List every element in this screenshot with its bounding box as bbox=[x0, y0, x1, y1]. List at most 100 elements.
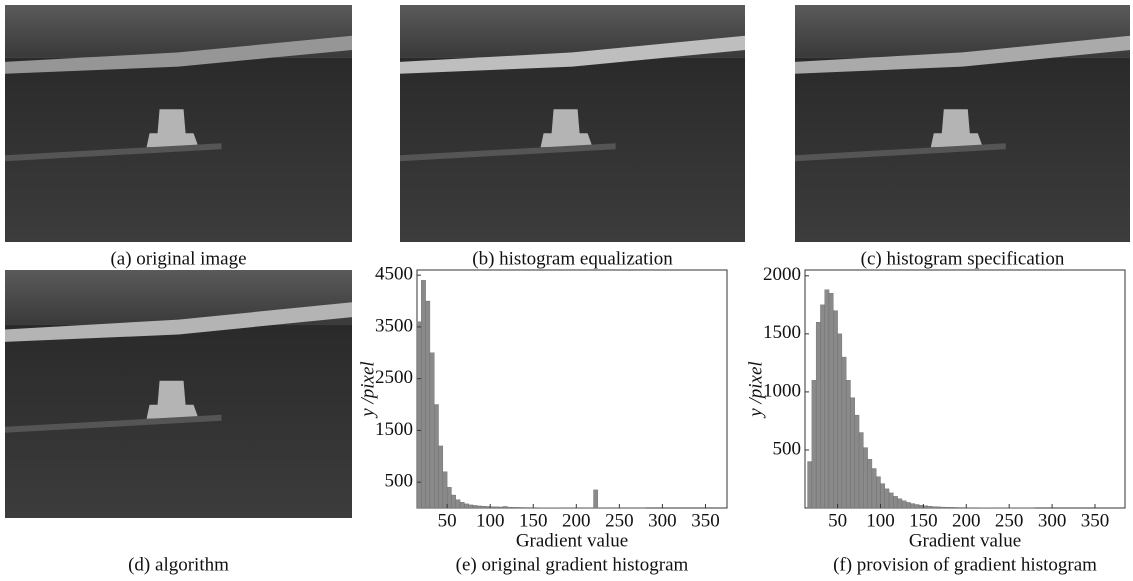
histogram-bar bbox=[459, 502, 465, 509]
histogram-bar bbox=[824, 289, 830, 509]
y-tick-label: 2500 bbox=[375, 367, 413, 388]
histogram-bar bbox=[446, 487, 452, 509]
histogram-bar bbox=[923, 505, 928, 509]
photo-wake bbox=[795, 143, 1006, 162]
image-caption: (d) algorithm bbox=[128, 554, 229, 575]
histogram-bar bbox=[948, 507, 954, 509]
histogram-bar bbox=[884, 488, 890, 509]
histogram-bar bbox=[820, 304, 825, 509]
y-tick-label: 1000 bbox=[763, 380, 801, 401]
x-axis-label: Gradient value bbox=[516, 530, 628, 551]
x-tick-label: 150 bbox=[519, 510, 548, 531]
chart-caption: (f) provision of gradient histogram bbox=[833, 554, 1097, 575]
histogram-bar bbox=[841, 356, 847, 509]
histogram-bar bbox=[888, 492, 894, 509]
x-tick-label: 300 bbox=[1038, 510, 1067, 531]
histogram-bar bbox=[434, 404, 439, 509]
photo bbox=[5, 5, 352, 242]
histogram-bar bbox=[914, 504, 920, 509]
x-tick-label: 250 bbox=[995, 510, 1024, 531]
histogram-bar bbox=[811, 380, 817, 509]
y-tick-label: 2000 bbox=[763, 264, 801, 285]
x-tick-label: 250 bbox=[605, 510, 634, 531]
histogram-bar bbox=[468, 504, 474, 509]
histogram-bar bbox=[880, 483, 885, 509]
photo-wake bbox=[400, 143, 616, 162]
histogram-bar bbox=[481, 505, 487, 509]
photo-boat bbox=[146, 109, 199, 148]
x-tick-label: 200 bbox=[562, 510, 591, 531]
histogram-bar bbox=[489, 506, 495, 509]
histogram-bar bbox=[854, 414, 860, 509]
x-tick-label: 50 bbox=[438, 510, 457, 531]
x-tick-label: 150 bbox=[909, 510, 938, 531]
histogram-bar bbox=[897, 498, 903, 509]
histogram-bar bbox=[858, 432, 864, 509]
histogram-bar bbox=[455, 499, 461, 509]
x-tick-label: 350 bbox=[1081, 510, 1110, 531]
photo-boat bbox=[540, 109, 593, 148]
histogram-bar bbox=[416, 321, 422, 509]
histogram-bar bbox=[451, 494, 456, 509]
histogram-bar bbox=[833, 310, 838, 509]
histogram-bar bbox=[502, 506, 508, 509]
histogram-bar bbox=[429, 352, 435, 509]
histogram-bar bbox=[425, 300, 431, 509]
x-tick-label: 100 bbox=[866, 510, 895, 531]
histogram-bar bbox=[940, 506, 946, 509]
histogram-bar bbox=[494, 506, 500, 509]
y-tick-label: 500 bbox=[385, 470, 414, 491]
photo-shore bbox=[400, 35, 745, 74]
histogram-bar bbox=[515, 507, 521, 509]
image-caption: (a) original image bbox=[110, 248, 246, 269]
histogram-bar bbox=[520, 507, 525, 509]
histogram-bar bbox=[871, 468, 877, 509]
x-tick-label: 300 bbox=[648, 510, 677, 531]
histogram-bar bbox=[421, 280, 426, 509]
histogram-bar bbox=[936, 506, 941, 509]
histogram-bar bbox=[485, 506, 491, 509]
histogram-bar bbox=[944, 506, 950, 509]
y-tick-label: 4500 bbox=[375, 264, 413, 285]
histogram-bar bbox=[863, 447, 868, 509]
y-tick-label: 3500 bbox=[375, 315, 413, 336]
histogram-bar bbox=[953, 507, 958, 509]
histogram-bar bbox=[876, 476, 881, 509]
x-tick-label: 350 bbox=[691, 510, 720, 531]
photo bbox=[400, 5, 745, 242]
histogram-bar bbox=[828, 293, 834, 509]
y-axis-label: y /pixel bbox=[357, 361, 378, 418]
histogram-bar bbox=[927, 506, 933, 509]
histogram-bar bbox=[931, 506, 937, 509]
photo-boat bbox=[146, 380, 199, 419]
histogram-bar bbox=[815, 322, 821, 509]
histogram-bar bbox=[807, 461, 813, 509]
x-tick-label: 200 bbox=[952, 510, 981, 531]
y-axis-label: y /pixel bbox=[745, 361, 766, 418]
histogram-bar bbox=[893, 496, 898, 509]
histogram-bar bbox=[901, 500, 907, 509]
image-caption: (b) histogram equalization bbox=[472, 248, 673, 269]
photo-boat bbox=[930, 109, 983, 148]
photo-shore bbox=[795, 35, 1130, 74]
histogram-bar bbox=[906, 502, 911, 509]
histogram-bar bbox=[498, 506, 504, 509]
histogram-bar bbox=[464, 503, 469, 509]
histogram-bar bbox=[477, 505, 482, 509]
histogram-bar bbox=[442, 471, 448, 509]
x-axis-label: Gradient value bbox=[909, 530, 1021, 551]
histogram-bar bbox=[867, 459, 873, 509]
photo-wake bbox=[5, 143, 222, 162]
plot-frame bbox=[416, 269, 728, 509]
chart-caption: (e) original gradient histogram bbox=[456, 554, 689, 575]
image-caption: (c) histogram specification bbox=[861, 248, 1065, 269]
photo bbox=[795, 5, 1130, 242]
histogram-bar bbox=[850, 397, 855, 509]
photo bbox=[5, 270, 352, 518]
y-tick-label: 1500 bbox=[763, 322, 801, 343]
x-tick-label: 50 bbox=[828, 510, 847, 531]
photo-shore bbox=[5, 35, 352, 74]
histogram-bar bbox=[438, 445, 444, 509]
photo-shore bbox=[5, 302, 352, 342]
